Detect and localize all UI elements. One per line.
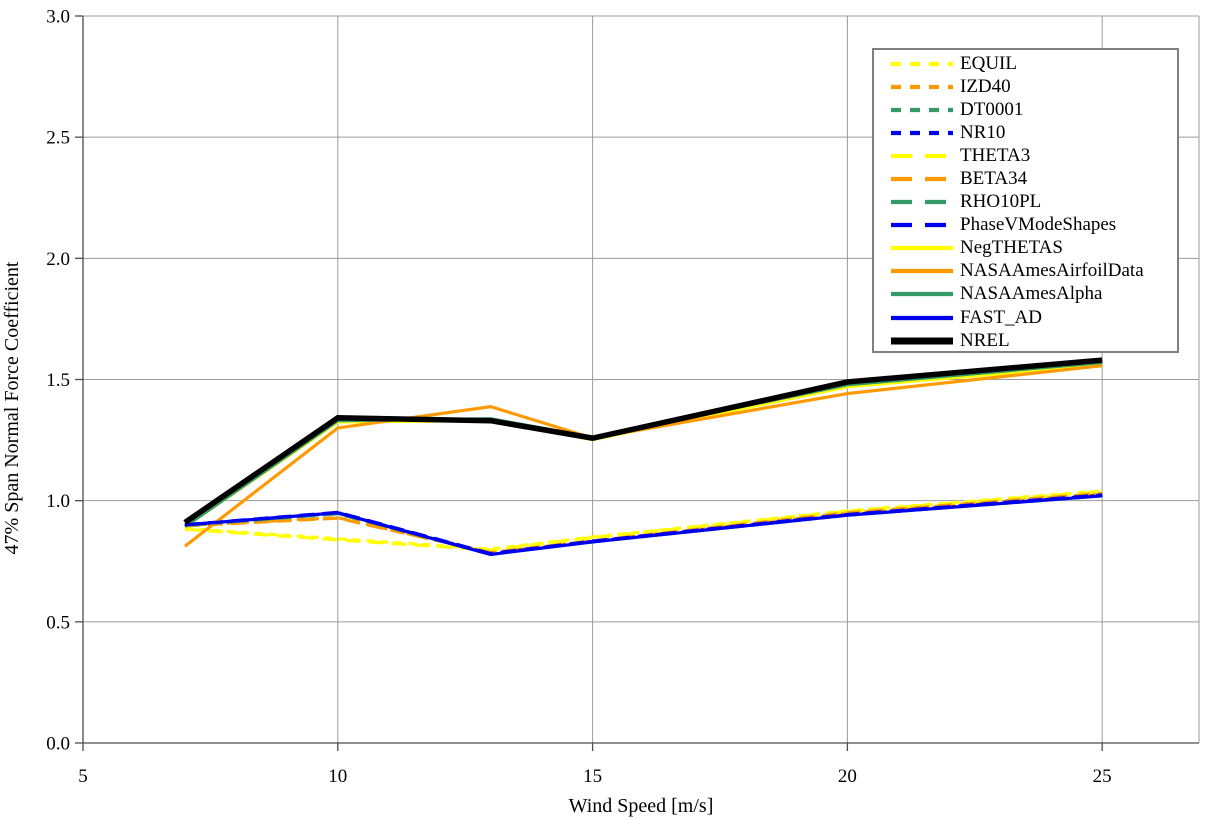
legend-item: NASAAmesAlpha	[890, 283, 1177, 306]
legend-label: EQUIL	[960, 52, 1017, 74]
x-axis-title: Wind Speed [m/s]	[569, 795, 714, 817]
x-tick-label: 20	[838, 766, 857, 787]
series-layer	[183, 357, 1103, 557]
legend-line-sample	[891, 337, 953, 345]
legend-item: BETA34	[890, 167, 1177, 190]
legend-item: PhaseVModeShapes	[890, 214, 1177, 237]
series-line-NASAAmesAirfoilData	[183, 364, 1103, 548]
legend-label: BETA34	[960, 168, 1028, 190]
legend-label: THETA3	[960, 144, 1031, 166]
y-tick-label: 1.5	[46, 370, 70, 391]
legend-line-sample	[891, 246, 953, 251]
legend-line-sample	[891, 61, 953, 66]
legend-item: EQUIL	[890, 52, 1177, 75]
y-tick-label: 1.0	[46, 491, 70, 512]
x-tick-label: 10	[328, 766, 347, 787]
legend-item: RHO10PL	[890, 191, 1177, 214]
series-line-NREL	[183, 357, 1103, 525]
legend-line-sample	[891, 176, 953, 182]
legend-item: IZD40	[890, 75, 1177, 98]
legend-line-sample	[891, 153, 953, 159]
y-tick-label: 3.0	[46, 7, 70, 28]
y-tick-label: 2.0	[46, 249, 70, 270]
legend-item: DT0001	[890, 98, 1177, 121]
series-line-THETA3	[184, 489, 1103, 552]
legend-item: NREL	[890, 329, 1177, 352]
legend-label: NASAAmesAlpha	[960, 283, 1103, 305]
legend-line-sample	[891, 223, 953, 228]
legend-label: NR10	[960, 121, 1006, 143]
legend-label: NegTHETAS	[960, 237, 1063, 259]
legend-item: NegTHETAS	[890, 237, 1177, 260]
y-tick-label: 2.5	[46, 128, 70, 149]
legend-line-sample	[891, 200, 953, 205]
legend-item: NR10	[890, 121, 1177, 144]
legend-item: FAST_AD	[890, 306, 1177, 329]
y-tick-label: 0.5	[46, 612, 70, 633]
axis-layer	[75, 15, 1199, 751]
legend-line-sample	[891, 130, 953, 135]
legend-line-sample	[891, 292, 953, 297]
legend-label: IZD40	[960, 75, 1011, 97]
tick-label-layer: 5 10 15 20 25 0.0 0.5 1.0 1.5 2.0 2.5 3.0	[46, 7, 1111, 788]
legend: EQUIL IZD40 DT0001 NR10 THETA3 BETA34 RHO10PL P…	[872, 48, 1179, 353]
legend-item: NASAAmesAirfoilData	[890, 260, 1177, 283]
legend-label: FAST_AD	[960, 306, 1042, 328]
grid-layer	[83, 15, 1200, 743]
y-tick-label: 0.0	[46, 734, 70, 755]
legend-label: NREL	[960, 329, 1010, 351]
legend-line-sample	[891, 315, 953, 320]
series-line-FAST_AD	[184, 494, 1103, 557]
series-line-BETA34	[184, 491, 1103, 555]
legend-label: PhaseVModeShapes	[960, 214, 1117, 236]
legend-line-sample	[891, 269, 953, 274]
legend-line-sample	[891, 107, 953, 112]
legend-label: NASAAmesAirfoilData	[960, 260, 1144, 282]
y-axis-title: 47% Span Normal Force Coefficient	[1, 261, 23, 554]
x-tick-label: 15	[583, 766, 602, 787]
legend-item: THETA3	[890, 144, 1177, 167]
legend-label: RHO10PL	[960, 191, 1042, 213]
legend-label: DT0001	[960, 98, 1024, 120]
x-tick-label: 25	[1093, 766, 1112, 787]
legend-line-sample	[891, 84, 953, 89]
x-tick-label: 5	[78, 766, 88, 787]
